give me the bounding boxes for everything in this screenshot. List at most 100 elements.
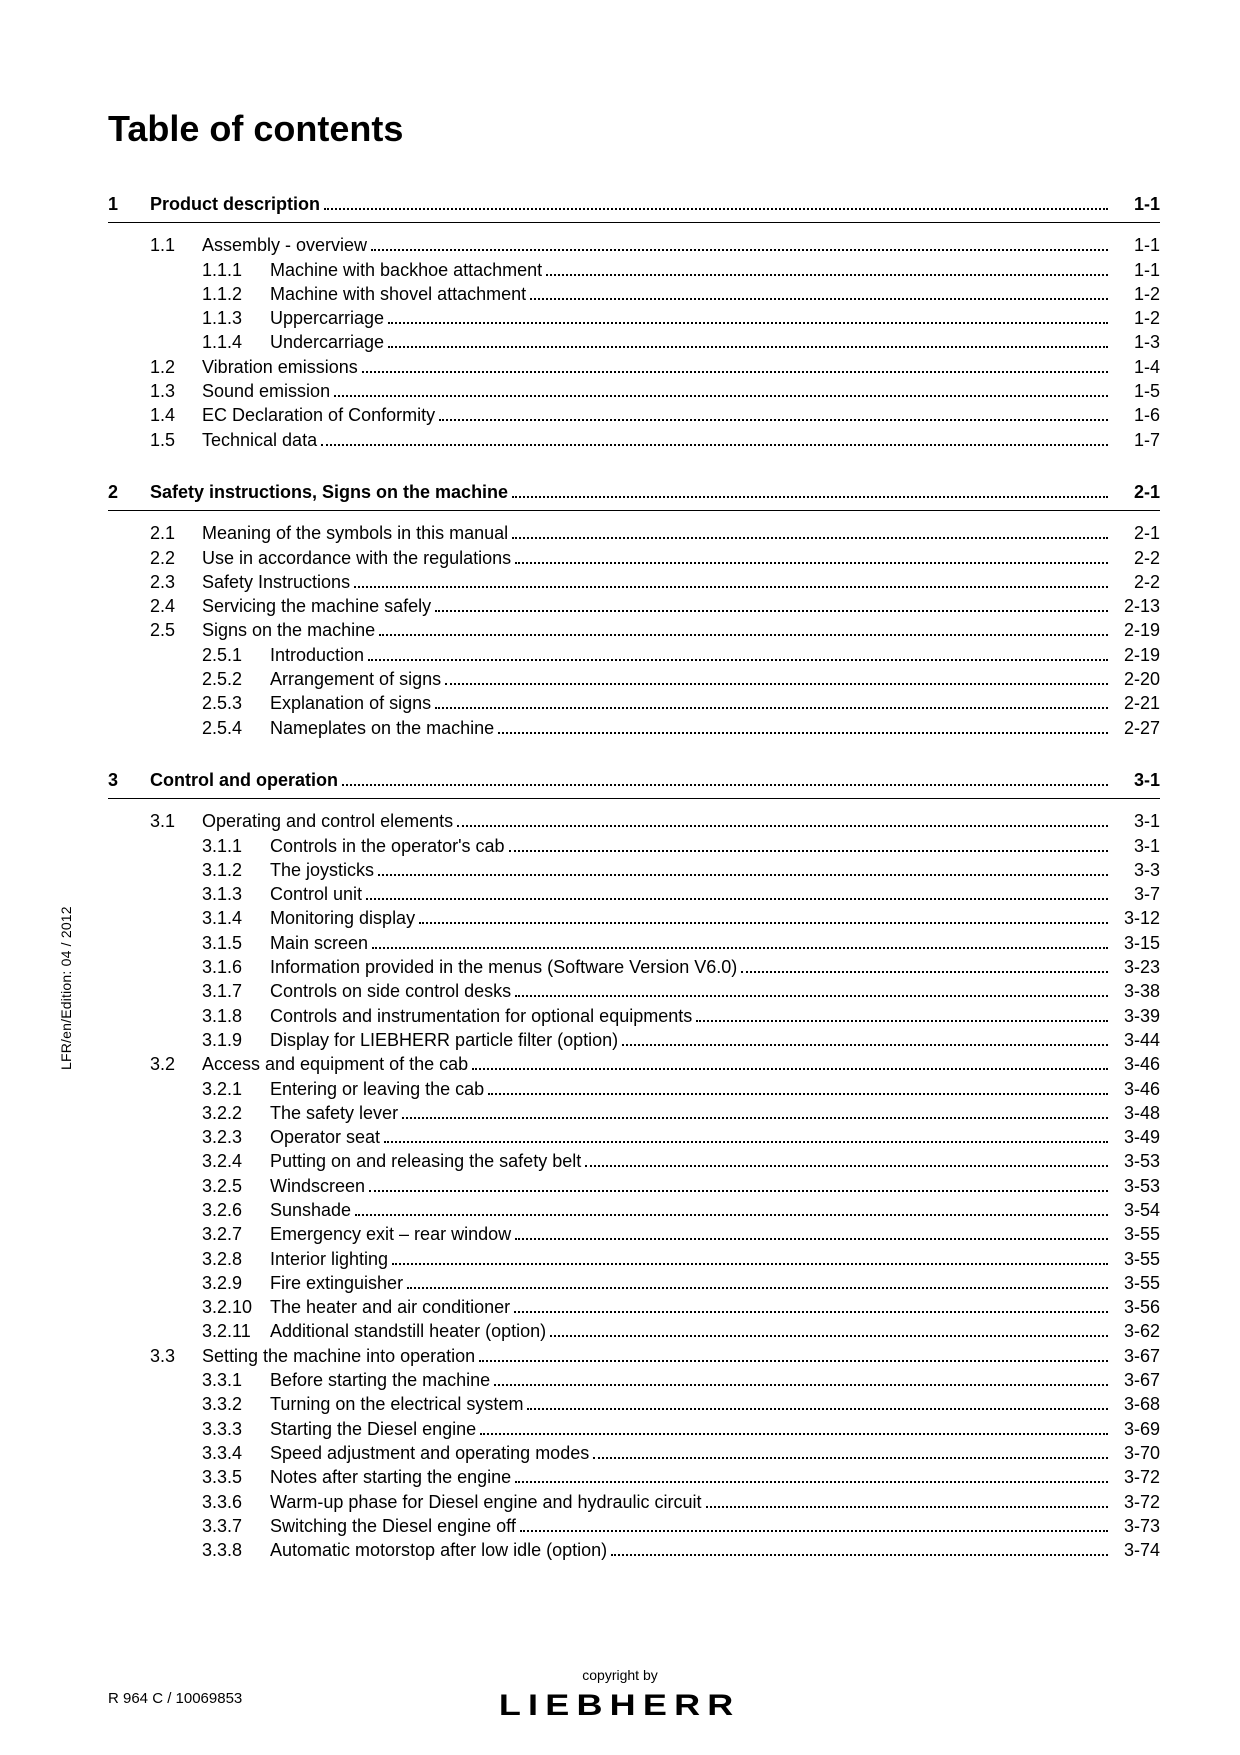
toc-sub2-title: Monitoring display <box>270 906 415 930</box>
toc-sub2-title: Uppercarriage <box>270 306 384 330</box>
toc-leader-dots <box>402 1105 1108 1119</box>
toc-leader-dots <box>384 1130 1108 1144</box>
toc-row: 2.2Use in accordance with the regulation… <box>108 546 1160 570</box>
toc-page-ref: 3-74 <box>1112 1538 1160 1562</box>
toc-sub-title: Sound emission <box>202 379 330 403</box>
toc-page-ref: 3-67 <box>1112 1344 1160 1368</box>
toc-page-ref: 3-68 <box>1112 1392 1160 1416</box>
toc-sub-title: EC Declaration of Conformity <box>202 403 435 427</box>
toc-sub2-title: Main screen <box>270 931 368 955</box>
toc-leader-dots <box>334 384 1108 398</box>
toc-sub2-title: Undercarriage <box>270 330 384 354</box>
toc-row: 3.2.9Fire extinguisher 3-55 <box>108 1271 1160 1295</box>
toc-sub2-number: 3.3.1 <box>202 1368 270 1392</box>
toc-leader-dots <box>515 550 1108 564</box>
toc-leader-dots <box>354 574 1108 588</box>
toc-sub2-number: 3.3.2 <box>202 1392 270 1416</box>
toc-sub2-number: 3.2.11 <box>202 1319 270 1343</box>
toc-section: 1Product description 1-11.1Assembly - ov… <box>108 192 1160 452</box>
toc-row: 3.3.5Notes after starting the engine 3-7… <box>108 1465 1160 1489</box>
toc-row: 3.2.1Entering or leaving the cab 3-46 <box>108 1077 1160 1101</box>
toc-row: 3.1.7Controls on side control desks 3-38 <box>108 979 1160 1003</box>
toc-leader-dots <box>392 1251 1108 1265</box>
toc-row: 3.1.6Information provided in the menus (… <box>108 955 1160 979</box>
toc-page-ref: 3-55 <box>1112 1271 1160 1295</box>
edition-side-text: LFR/en/Edition: 04 / 2012 <box>58 906 74 1070</box>
toc-section-rule <box>108 510 1160 511</box>
toc-sub2-title: Entering or leaving the cab <box>270 1077 484 1101</box>
toc-sub2-number: 3.3.6 <box>202 1490 270 1514</box>
brand-logo: LIEBHERR <box>499 1689 741 1723</box>
toc-leader-dots <box>512 484 1108 498</box>
toc-leader-dots <box>494 1373 1108 1387</box>
toc-row: 1.2Vibration emissions 1-4 <box>108 355 1160 379</box>
toc-leader-dots <box>342 772 1108 786</box>
toc-sub2-number: 3.1.6 <box>202 955 270 979</box>
toc-page-ref: 1-6 <box>1112 403 1160 427</box>
toc-sub2-title: Warm-up phase for Diesel engine and hydr… <box>270 1490 702 1514</box>
toc-page-ref: 1-1 <box>1112 258 1160 282</box>
toc-sub2-title: Sunshade <box>270 1198 351 1222</box>
toc-leader-dots <box>480 1421 1108 1435</box>
toc-page-ref: 3-62 <box>1112 1319 1160 1343</box>
toc-row: 1.1.3Uppercarriage 1-2 <box>108 306 1160 330</box>
toc-row: 3.3.7Switching the Diesel engine off 3-7… <box>108 1514 1160 1538</box>
toc-sub2-number: 3.2.2 <box>202 1101 270 1125</box>
toc-row: 2.4Servicing the machine safely 2-13 <box>108 594 1160 618</box>
toc-sub-number: 2.3 <box>150 570 202 594</box>
toc-row: 2.5.4Nameplates on the machine 2-27 <box>108 716 1160 740</box>
toc-leader-dots <box>546 262 1108 276</box>
toc-page-ref: 3-7 <box>1112 882 1160 906</box>
toc-page-ref: 3-55 <box>1112 1222 1160 1246</box>
toc-row: 3.2Access and equipment of the cab 3-46 <box>108 1052 1160 1076</box>
toc-sub2-number: 2.5.1 <box>202 643 270 667</box>
toc-page-ref: 3-49 <box>1112 1125 1160 1149</box>
toc-row: 3.1.8Controls and instrumentation for op… <box>108 1004 1160 1028</box>
toc-sub2-title: Interior lighting <box>270 1247 388 1271</box>
toc-sub-number: 3.3 <box>150 1344 202 1368</box>
toc-sub2-number: 3.2.1 <box>202 1077 270 1101</box>
toc-sub2-title: Additional standstill heater (option) <box>270 1319 546 1343</box>
toc-sub-number: 2.1 <box>150 521 202 545</box>
toc-leader-dots <box>509 838 1108 852</box>
toc-page-ref: 1-1 <box>1112 233 1160 257</box>
toc-sub2-number: 3.3.5 <box>202 1465 270 1489</box>
toc-page-ref: 1-7 <box>1112 428 1160 452</box>
toc-sub-title: Use in accordance with the regulations <box>202 546 511 570</box>
toc-page-ref: 1-1 <box>1112 192 1160 216</box>
toc-leader-dots <box>419 911 1108 925</box>
toc-row: 1.4EC Declaration of Conformity 1-6 <box>108 403 1160 427</box>
toc-page-ref: 2-2 <box>1112 546 1160 570</box>
toc-page-ref: 3-53 <box>1112 1174 1160 1198</box>
toc-sub-title: Operating and control elements <box>202 809 453 833</box>
toc-leader-dots <box>379 623 1108 637</box>
toc-page-ref: 3-54 <box>1112 1198 1160 1222</box>
toc-sub2-number: 3.2.10 <box>202 1295 270 1319</box>
toc-leader-dots <box>593 1445 1108 1459</box>
toc-leader-dots <box>514 1300 1108 1314</box>
toc-leader-dots <box>366 887 1108 901</box>
toc-sub2-title: Operator seat <box>270 1125 380 1149</box>
toc-section-title: Safety instructions, Signs on the machin… <box>150 480 508 504</box>
toc-leader-dots <box>407 1275 1108 1289</box>
table-of-contents: 1Product description 1-11.1Assembly - ov… <box>108 192 1160 1562</box>
toc-page-ref: 2-27 <box>1112 716 1160 740</box>
toc-page-ref: 3-12 <box>1112 906 1160 930</box>
toc-leader-dots <box>530 286 1108 300</box>
toc-sub-title: Safety Instructions <box>202 570 350 594</box>
toc-row: 3.1Operating and control elements 3-1 <box>108 809 1160 833</box>
toc-sub2-number: 1.1.4 <box>202 330 270 354</box>
toc-row: 3.3.2Turning on the electrical system 3-… <box>108 1392 1160 1416</box>
toc-page-ref: 3-72 <box>1112 1490 1160 1514</box>
toc-page-ref: 1-5 <box>1112 379 1160 403</box>
toc-sub2-number: 3.1.7 <box>202 979 270 1003</box>
toc-page-ref: 3-44 <box>1112 1028 1160 1052</box>
toc-leader-dots <box>550 1324 1108 1338</box>
toc-sub2-title: Nameplates on the machine <box>270 716 494 740</box>
toc-row: 1.1.4Undercarriage 1-3 <box>108 330 1160 354</box>
toc-leader-dots <box>457 814 1108 828</box>
toc-section-number: 1 <box>108 192 150 216</box>
toc-sub-number: 1.3 <box>150 379 202 403</box>
toc-sub2-number: 3.3.4 <box>202 1441 270 1465</box>
toc-sub2-number: 3.1.9 <box>202 1028 270 1052</box>
